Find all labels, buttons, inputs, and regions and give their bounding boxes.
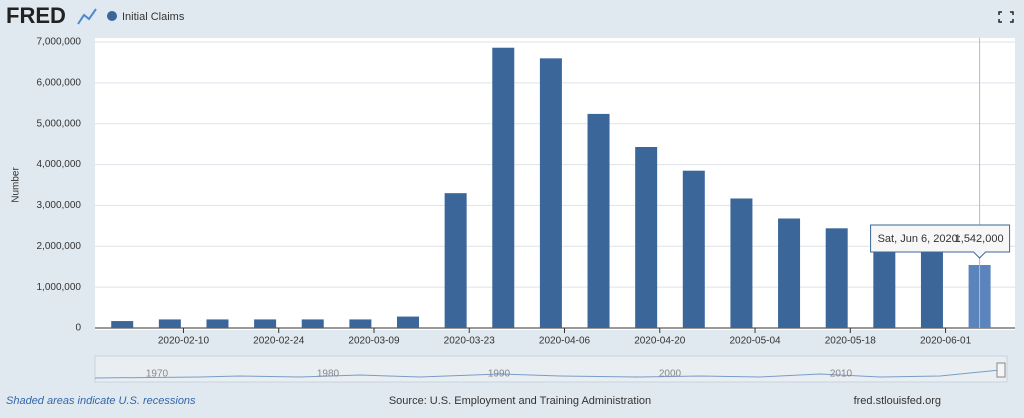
bar bbox=[397, 316, 420, 328]
bar bbox=[825, 228, 848, 328]
x-tick-label: 2020-06-01 bbox=[920, 336, 972, 347]
bar bbox=[635, 147, 658, 328]
navigator[interactable] bbox=[94, 355, 1008, 383]
bar bbox=[492, 47, 515, 328]
bar bbox=[206, 319, 229, 328]
tooltip-date: Sat, Jun 6, 2020: bbox=[878, 233, 961, 245]
y-tick-label: 2,000,000 bbox=[37, 241, 82, 252]
x-tick-label: 2020-03-09 bbox=[348, 336, 400, 347]
bar bbox=[539, 58, 562, 328]
bar bbox=[873, 241, 896, 328]
bar bbox=[920, 251, 943, 328]
bar bbox=[444, 193, 467, 328]
fullscreen-button[interactable] bbox=[998, 11, 1014, 23]
bar bbox=[587, 113, 610, 328]
navigator-tick-label: 2010 bbox=[830, 369, 853, 380]
x-tick-label: 2020-02-24 bbox=[253, 336, 305, 347]
navigator-handle[interactable] bbox=[996, 362, 1006, 378]
logo-icon bbox=[77, 8, 97, 25]
navigator-tick-label: 1970 bbox=[146, 369, 169, 380]
bar bbox=[111, 321, 134, 328]
bar bbox=[301, 319, 324, 328]
bar bbox=[730, 198, 753, 328]
legend-marker[interactable] bbox=[107, 11, 117, 21]
navigator-tick-label: 1980 bbox=[317, 369, 340, 380]
navigator-line bbox=[94, 369, 1001, 379]
bar bbox=[778, 218, 801, 328]
source[interactable]: Source: U.S. Employment and Training Adm… bbox=[389, 395, 651, 407]
x-tick-label: 2020-05-18 bbox=[825, 336, 877, 347]
site-link[interactable]: fred.stlouisfed.org bbox=[854, 395, 941, 407]
y-tick-label: 1,000,000 bbox=[37, 282, 82, 293]
y-axis-title: Number bbox=[11, 167, 22, 203]
x-tick-label: 2020-05-04 bbox=[729, 336, 781, 347]
y-tick-label: 5,000,000 bbox=[37, 118, 82, 129]
y-tick-label: 6,000,000 bbox=[37, 77, 82, 88]
plot: 0 1,000,000 2,000,000 3,000,000 4,000,000 5,0… bbox=[37, 37, 1015, 347]
legend-label[interactable]: Initial Claims bbox=[122, 11, 185, 23]
x-tick-label: 2020-03-23 bbox=[444, 336, 496, 347]
y-tick-label: 0 bbox=[75, 323, 81, 334]
bar bbox=[158, 319, 181, 328]
tooltip-box bbox=[870, 224, 1011, 259]
x-tick-label: 2020-04-20 bbox=[634, 336, 686, 347]
recession-note[interactable]: Shaded areas indicate U.S. recessions bbox=[6, 395, 196, 407]
navigator-tick-label: 2000 bbox=[659, 369, 682, 380]
logo: FRED bbox=[6, 3, 66, 28]
x-tick-label: 2020-02-10 bbox=[158, 336, 210, 347]
x-tick-label: 2020-04-06 bbox=[539, 336, 591, 347]
bar bbox=[349, 319, 372, 328]
bar bbox=[254, 319, 277, 328]
y-tick-label: 3,000,000 bbox=[37, 200, 82, 211]
y-tick-label: 7,000,000 bbox=[37, 37, 82, 48]
navigator-tick-label: 1990 bbox=[488, 369, 511, 380]
bar bbox=[682, 170, 705, 328]
navigator-ticks: 1970 1980 1990 2000 2010 bbox=[146, 369, 853, 380]
y-tick-label: 4,000,000 bbox=[37, 159, 82, 170]
tooltip-value: 1,542,000 bbox=[955, 233, 1004, 245]
